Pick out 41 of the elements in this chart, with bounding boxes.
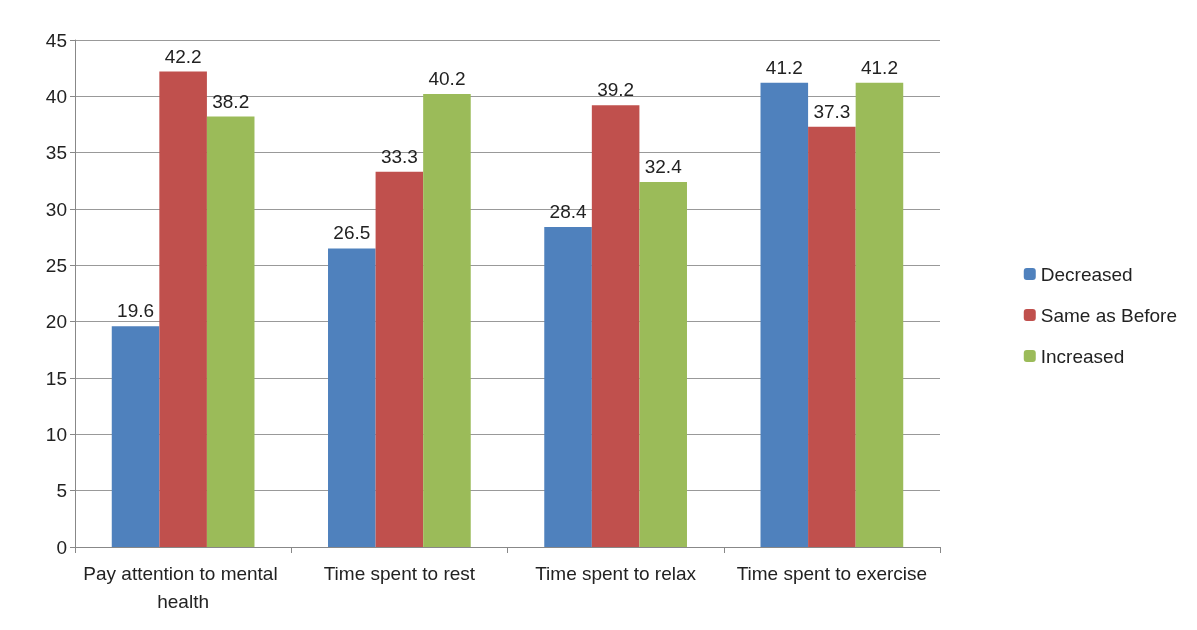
y-tick-label: 45	[45, 29, 67, 51]
bar	[328, 248, 376, 547]
data-label: 28.4	[549, 201, 587, 223]
bar	[423, 94, 471, 547]
bar	[855, 82, 904, 547]
y-tick-label: 35	[45, 142, 67, 164]
y-tick-label: 40	[45, 85, 67, 107]
data-label: 32.4	[644, 155, 683, 177]
data-label: 37.3	[813, 100, 851, 122]
y-tick-label: 5	[56, 480, 67, 502]
data-label: 26.5	[333, 222, 371, 244]
y-tick-label: 15	[45, 367, 67, 389]
bar	[544, 227, 592, 547]
y-tick-label: 25	[45, 254, 67, 276]
data-label: 41.2	[860, 56, 898, 78]
bar	[591, 105, 640, 547]
x-tick-label: Time spent to relax	[535, 562, 697, 584]
y-tick-label: 30	[45, 198, 67, 220]
legend-label: Same as Before	[1040, 304, 1178, 326]
data-label: 40.2	[428, 68, 466, 90]
x-tick-label: Time spent to rest	[323, 562, 476, 584]
legend-label: Increased	[1040, 345, 1125, 367]
bar	[808, 126, 856, 547]
legend-label: Decreased	[1040, 263, 1133, 285]
y-tick-label: 10	[45, 423, 67, 445]
data-label: 41.2	[765, 56, 803, 78]
bar	[159, 71, 207, 547]
bar	[375, 171, 424, 547]
data-label: 19.6	[117, 300, 155, 322]
bar	[760, 82, 809, 547]
data-label: 39.2	[597, 79, 635, 101]
data-label: 38.2	[212, 90, 250, 112]
x-tick-label: Pay attention to mental health	[83, 562, 283, 612]
data-label: 42.2	[164, 45, 202, 67]
bar	[206, 116, 255, 547]
bar	[111, 326, 160, 547]
data-label: 33.3	[380, 145, 418, 167]
y-tick-label: 20	[45, 311, 67, 333]
bar	[639, 181, 687, 547]
y-tick-label: 0	[56, 536, 67, 558]
x-tick-label: Time spent to exercise	[736, 562, 928, 584]
